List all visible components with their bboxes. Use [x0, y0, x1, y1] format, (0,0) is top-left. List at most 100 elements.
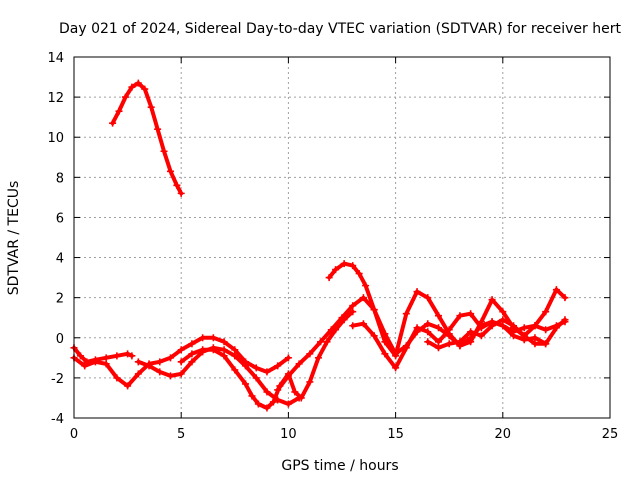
- data-point: [154, 125, 162, 133]
- data-point: [370, 332, 378, 340]
- data-point: [499, 322, 507, 330]
- x-axis-label: GPS time / hours: [281, 458, 398, 474]
- series-trace: [110, 81, 184, 196]
- data-point: [402, 344, 410, 352]
- data-point: [552, 286, 560, 294]
- data-point: [209, 346, 217, 354]
- data-point: [332, 266, 340, 274]
- y-tick-label: 8: [56, 171, 64, 186]
- x-tick-label: 0: [70, 427, 78, 442]
- series-arc-h: [349, 310, 569, 372]
- data-point: [113, 374, 121, 382]
- data-point: [327, 326, 335, 334]
- data-point: [252, 364, 260, 372]
- data-point: [349, 322, 357, 330]
- data-point: [340, 260, 348, 268]
- data-point: [188, 358, 196, 366]
- data-point: [306, 350, 314, 358]
- data-point: [121, 93, 129, 101]
- data-point: [338, 314, 346, 322]
- data-point: [531, 322, 539, 330]
- data-point: [456, 312, 464, 320]
- data-point: [263, 368, 271, 376]
- data-point: [434, 344, 442, 352]
- data-point: [220, 338, 228, 346]
- data-point: [349, 302, 357, 310]
- data-point: [349, 308, 357, 316]
- data-point: [297, 394, 305, 402]
- series-trace: [72, 345, 134, 364]
- data-point: [134, 79, 142, 87]
- data-point: [160, 147, 168, 155]
- y-tick-label: 12: [47, 91, 64, 106]
- data-point: [349, 262, 357, 270]
- y-tick-label: 14: [47, 51, 64, 66]
- plot-frame: [73, 56, 611, 419]
- y-tick-label: 0: [56, 332, 64, 347]
- data-point: [477, 332, 485, 340]
- data-point: [166, 354, 174, 362]
- x-tick-label: 20: [495, 427, 512, 442]
- data-point: [325, 274, 333, 282]
- data-point: [499, 316, 507, 324]
- data-point: [531, 334, 539, 342]
- data-point: [434, 324, 442, 332]
- data-point: [284, 372, 292, 380]
- data-point: [413, 288, 421, 296]
- data-point: [177, 189, 185, 197]
- data-point: [402, 310, 410, 318]
- data-point: [188, 350, 196, 358]
- data-point: [488, 296, 496, 304]
- data-point: [520, 332, 528, 340]
- data-point: [134, 358, 142, 366]
- data-point: [113, 352, 121, 360]
- data-point: [291, 388, 299, 396]
- data-point: [242, 362, 250, 370]
- data-point: [381, 338, 389, 346]
- data-point: [306, 378, 314, 386]
- data-point: [510, 322, 518, 330]
- axis-ticks: 0 5 10 15 20 25 -4 -2 0 2 4 6 8 10 12 14: [47, 51, 618, 442]
- data-point: [128, 352, 136, 360]
- data-point: [520, 324, 528, 332]
- data-point: [141, 85, 149, 93]
- data-point: [467, 338, 475, 346]
- data-point: [542, 308, 550, 316]
- series-arc-f: [274, 294, 569, 394]
- data-point: [102, 354, 110, 362]
- data-point: [166, 167, 174, 175]
- data-point: [392, 364, 400, 372]
- data-point: [254, 400, 262, 408]
- data-point: [531, 340, 539, 348]
- x-tick-label: 5: [177, 427, 185, 442]
- y-axis-label: SDTVAR / TECUs: [6, 181, 22, 296]
- x-tick-label: 15: [387, 427, 404, 442]
- data-point: [370, 306, 378, 314]
- chart-title: Day 021 of 2024, Sidereal Day-to-day VTE…: [59, 21, 621, 37]
- data-point: [134, 370, 142, 378]
- data-point: [263, 404, 271, 412]
- data-point: [177, 358, 185, 366]
- data-point: [145, 362, 153, 370]
- data-point: [220, 346, 228, 354]
- data-point: [499, 308, 507, 316]
- data-point: [362, 282, 370, 290]
- data-point: [115, 107, 123, 115]
- data-point: [124, 382, 132, 390]
- x-tick-label: 10: [280, 427, 297, 442]
- data-point: [424, 328, 432, 336]
- data-marks: [70, 79, 569, 412]
- series-trace: [136, 345, 302, 406]
- data-point: [434, 312, 442, 320]
- data-point: [317, 338, 325, 346]
- y-tick-label: 4: [56, 252, 64, 267]
- data-point: [274, 386, 282, 394]
- data-point: [424, 294, 432, 302]
- y-tick-label: 6: [56, 211, 64, 226]
- data-point: [173, 181, 181, 189]
- data-point: [434, 338, 442, 346]
- data-point: [359, 294, 367, 302]
- data-point: [269, 398, 277, 406]
- data-point: [156, 358, 164, 366]
